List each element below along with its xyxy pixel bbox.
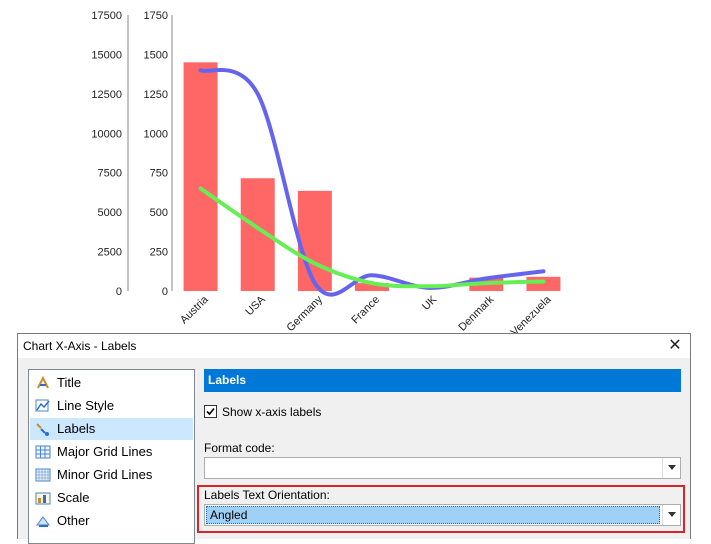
bar xyxy=(183,62,218,291)
left-y-tick-label: 7500 xyxy=(98,168,122,180)
right-y-tick-label: 1500 xyxy=(144,49,168,61)
x-tick-label: France xyxy=(349,294,382,327)
nav-item-title[interactable]: Title xyxy=(30,372,193,394)
x-tick-label: USA xyxy=(243,293,268,318)
nav-item-label: Scale xyxy=(57,490,90,505)
left-y-tick-label: 5000 xyxy=(98,207,122,219)
line-style-icon xyxy=(35,399,50,412)
nav-item-scale[interactable]: Scale xyxy=(30,487,193,509)
series-line-1 xyxy=(198,68,546,297)
format-code-label: Format code: xyxy=(204,441,275,455)
checkmark-icon xyxy=(206,407,215,416)
x-tick-label: Venezuela xyxy=(509,293,554,335)
right-y-tick-label: 750 xyxy=(150,168,168,180)
nav-item-other[interactable]: Other xyxy=(30,510,193,532)
bar xyxy=(297,190,332,291)
series-line-2 xyxy=(198,186,546,289)
nav-item-minor-grid-lines[interactable]: Minor Grid Lines xyxy=(30,464,193,486)
right-y-tick-label: 500 xyxy=(150,207,168,219)
dialog-titlebar: Chart X-Axis - Labels ✕ xyxy=(18,334,690,358)
labels-text-orientation-label: Labels Text Orientation: xyxy=(204,488,330,502)
show-x-axis-labels-checkbox[interactable] xyxy=(204,405,217,418)
minor-grid-icon xyxy=(35,468,51,482)
nav-item-label: Other xyxy=(57,513,90,528)
left-y-tick-label: 17500 xyxy=(91,10,122,22)
nav-item-label: Minor Grid Lines xyxy=(57,467,153,482)
settings-nav-list[interactable]: Title Line Style Labels Major Grid Lines… xyxy=(28,369,195,544)
scale-icon xyxy=(35,492,51,505)
right-y-tick-label: 0 xyxy=(162,286,168,298)
chevron-down-icon xyxy=(668,465,676,470)
x-tick-label: Austria xyxy=(178,293,211,326)
nav-item-label: Line Style xyxy=(57,398,115,413)
orientation-highlight-box xyxy=(197,485,685,533)
x-tick-label: Denmark xyxy=(456,293,496,333)
right-y-tick-label: 1750 xyxy=(144,10,168,22)
left-y-tick-label: 0 xyxy=(116,286,122,298)
labels-icon xyxy=(36,423,49,436)
chart-x-axis-dialog: Chart X-Axis - Labels ✕ Title Line Style… xyxy=(17,333,691,544)
chart: 0 2500 5000 7500 10000 12500 15000 17500 0 250 500… xyxy=(91,10,561,335)
left-y-tick-label: 12500 xyxy=(91,89,122,101)
nav-item-labels[interactable]: Labels xyxy=(30,418,193,440)
panel-header: Labels xyxy=(204,369,681,392)
right-y-tick-label: 1250 xyxy=(144,89,168,101)
bar xyxy=(355,283,389,291)
close-button[interactable]: ✕ xyxy=(664,335,686,357)
format-code-combobox[interactable] xyxy=(204,457,681,479)
show-x-axis-labels-label: Show x-axis labels xyxy=(222,405,322,419)
nav-item-label: Major Grid Lines xyxy=(57,444,153,459)
x-tick-label: Germany xyxy=(284,293,325,334)
nav-item-label: Labels xyxy=(57,421,96,436)
orientation-dropdown-button[interactable] xyxy=(662,505,680,525)
other-icon xyxy=(36,516,50,527)
chart-svg: 0 2500 5000 7500 10000 12500 15000 17500 0 250 500… xyxy=(91,10,561,335)
left-y-tick-label: 15000 xyxy=(91,49,122,61)
labels-text-orientation-combobox[interactable]: Angled xyxy=(204,504,681,526)
nav-item-major-grid-lines[interactable]: Major Grid Lines xyxy=(30,441,193,463)
title-icon xyxy=(37,375,49,389)
chevron-down-icon xyxy=(668,512,676,517)
left-y-tick-label: 2500 xyxy=(98,247,122,259)
right-y-tick-label: 250 xyxy=(150,247,168,259)
major-grid-icon xyxy=(35,445,51,459)
nav-item-label: Title xyxy=(57,375,82,390)
format-code-dropdown-button[interactable] xyxy=(662,458,680,478)
left-y-tick-label: 10000 xyxy=(91,128,122,140)
right-y-tick-label: 1000 xyxy=(144,128,168,140)
close-icon: ✕ xyxy=(668,337,682,354)
x-tick-label: UK xyxy=(420,293,440,313)
bar xyxy=(526,276,561,291)
labels-text-orientation-value: Angled xyxy=(206,506,660,524)
dialog-title: Chart X-Axis - Labels xyxy=(23,339,137,353)
nav-item-line-style[interactable]: Line Style xyxy=(30,395,193,417)
